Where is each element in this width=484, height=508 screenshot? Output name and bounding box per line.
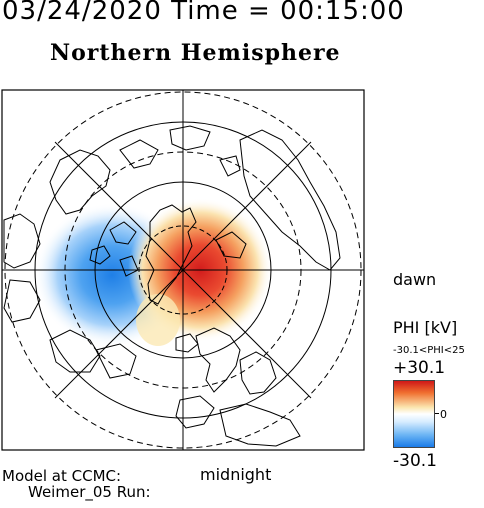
datetime-title: 03/24/2020 Time = 00:15:00 — [2, 0, 405, 26]
colorbar-max-label: +30.1 — [393, 358, 446, 378]
hemisphere-title: Northern Hemisphere — [50, 40, 341, 66]
coastlines — [3, 125, 341, 447]
positive-fringe — [136, 294, 180, 346]
model-label-line2: Weimer_05 Run: — [28, 483, 151, 501]
colorbar-range: -30.1<PHI<25 — [393, 345, 465, 356]
dawn-label: dawn — [393, 270, 437, 289]
colorbar-title: PHI [kV] — [393, 318, 458, 337]
meridian-lines — [2, 90, 364, 450]
midnight-label: midnight — [200, 465, 272, 484]
colorbar-zero-label: 0 — [440, 408, 447, 421]
colorbar-zero-tick — [435, 413, 439, 414]
colorbar-min-label: -30.1 — [393, 451, 437, 471]
model-label-line1: Model at CCMC: — [2, 467, 122, 485]
colorbar — [393, 380, 435, 448]
